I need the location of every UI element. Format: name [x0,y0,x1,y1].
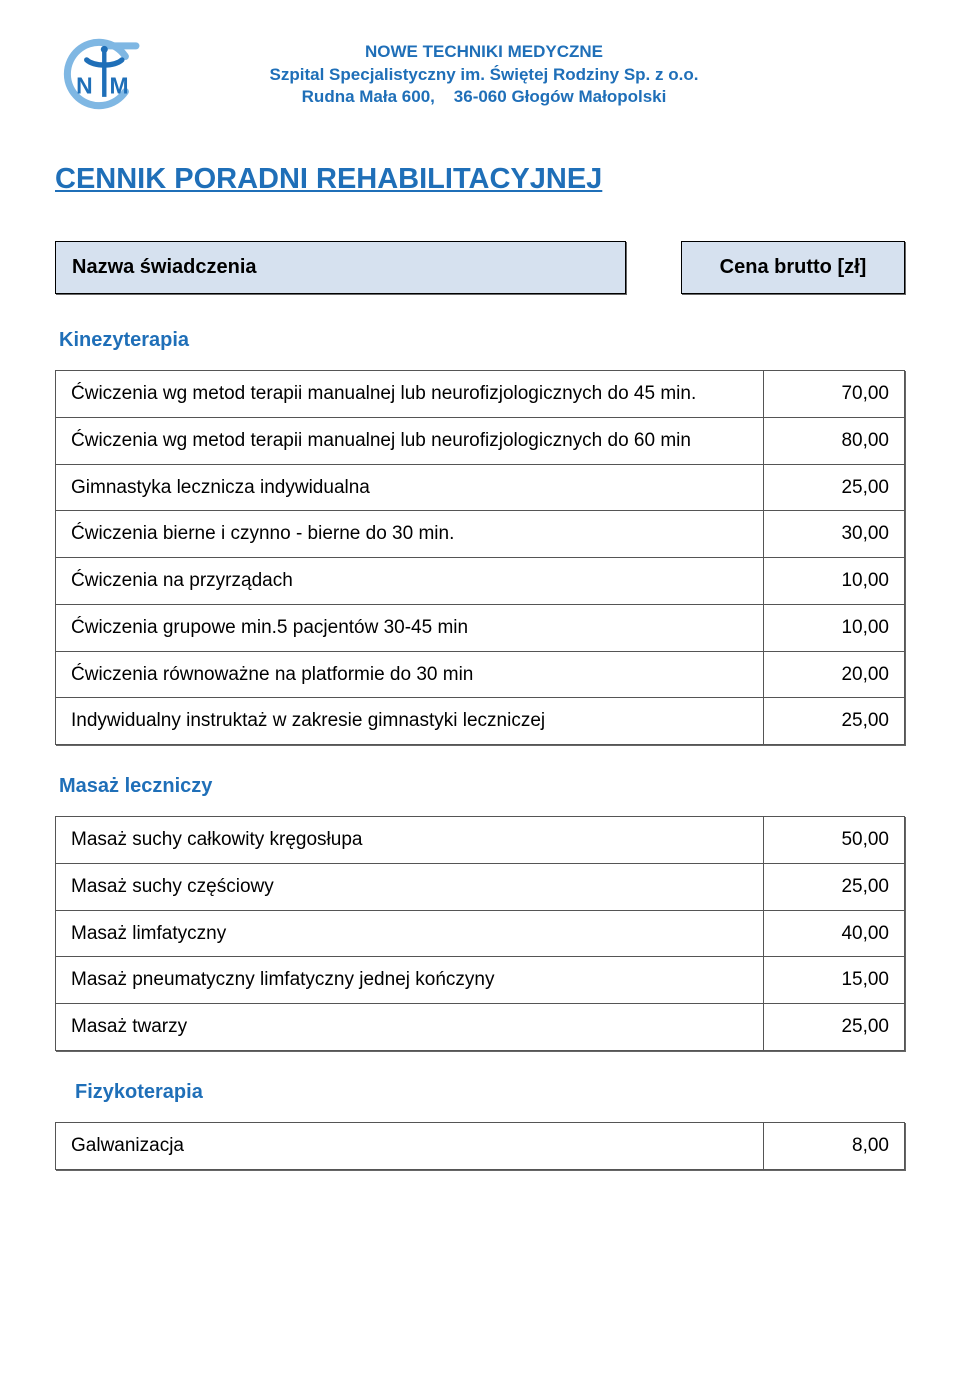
table-row: Masaż pneumatyczny limfatyczny jednej ko… [56,957,905,1004]
table-row: Gimnastyka lecznicza indywidualna25,00 [56,464,905,511]
org-addr-street: Rudna Mała 600, [302,87,435,106]
service-price: 80,00 [764,417,905,464]
service-name: Masaż suchy całkowity kręgosłupa [56,817,764,864]
service-name: Masaż pneumatyczny limfatyczny jednej ko… [56,957,764,1004]
col-header-price: Cena brutto [zł] [681,241,905,294]
service-name: Ćwiczenia grupowe min.5 pacjentów 30-45 … [56,604,764,651]
service-price: 40,00 [764,910,905,957]
table-row: Masaż twarzy25,00 [56,1004,905,1051]
svg-text:N: N [76,72,93,98]
service-name: Masaż twarzy [56,1004,764,1051]
service-name: Ćwiczenia na przyrządach [56,558,764,605]
service-price: 70,00 [764,371,905,418]
service-name: Masaż limfatyczny [56,910,764,957]
table-row: Ćwiczenia wg metod terapii manualnej lub… [56,417,905,464]
service-price: 50,00 [764,817,905,864]
ntm-logo-icon: N M [55,30,143,118]
service-price: 25,00 [764,1004,905,1051]
col-header-name: Nazwa świadczenia [55,241,626,294]
table-row: Ćwiczenia wg metod terapii manualnej lub… [56,371,905,418]
service-price: 20,00 [764,651,905,698]
letterhead: N M NOWE TECHNIKI MEDYCZNE Szpital Specj… [55,30,905,118]
service-name: Indywidualny instruktaż w zakresie gimna… [56,698,764,745]
page-title: CENNIK PORADNI REHABILITACYJNEJ [55,163,905,196]
table-row: Ćwiczenia na przyrządach10,00 [56,558,905,605]
service-price: 30,00 [764,511,905,558]
service-name: Masaż suchy częściowy [56,863,764,910]
table-header-row: Nazwa świadczenia Cena brutto [zł] [55,241,905,294]
service-name: Gimnastyka lecznicza indywidualna [56,464,764,511]
service-name: Ćwiczenia bierne i czynno - bierne do 30… [56,511,764,558]
service-price: 10,00 [764,604,905,651]
service-price: 25,00 [764,464,905,511]
org-block: NOWE TECHNIKI MEDYCZNE Szpital Specjalis… [153,41,905,107]
table-row: Galwanizacja8,00 [56,1122,905,1169]
service-price: 10,00 [764,558,905,605]
price-table-kinezyterapia: Ćwiczenia wg metod terapii manualnej lub… [55,370,905,745]
service-price: 25,00 [764,863,905,910]
service-name: Ćwiczenia równoważne na platformie do 30… [56,651,764,698]
org-line-1: NOWE TECHNIKI MEDYCZNE [153,41,815,64]
section-label-fizykoterapia: Fizykoterapia [75,1081,905,1104]
table-row: Masaż suchy całkowity kręgosłupa50,00 [56,817,905,864]
price-table-fizyko: Galwanizacja8,00 [55,1122,905,1170]
table-row: Ćwiczenia grupowe min.5 pacjentów 30-45 … [56,604,905,651]
table-row: Ćwiczenia bierne i czynno - bierne do 30… [56,511,905,558]
org-line-2: Szpital Specjalistyczny im. Świętej Rodz… [153,64,815,87]
service-price: 8,00 [764,1122,905,1169]
section-label-kinezyterapia: Kinezyterapia [59,329,905,352]
svg-text:M: M [110,72,129,98]
table-row: Indywidualny instruktaż w zakresie gimna… [56,698,905,745]
org-address: Rudna Mała 600, 36-060 Głogów Małopolski [153,87,815,107]
table-row: Masaż suchy częściowy25,00 [56,863,905,910]
service-price: 25,00 [764,698,905,745]
table-row: Ćwiczenia równoważne na platformie do 30… [56,651,905,698]
service-price: 15,00 [764,957,905,1004]
service-name: Galwanizacja [56,1122,764,1169]
section-label-masaz: Masaż leczniczy [59,775,905,798]
service-name: Ćwiczenia wg metod terapii manualnej lub… [56,371,764,418]
service-name: Ćwiczenia wg metod terapii manualnej lub… [56,417,764,464]
org-addr-city: 36-060 Głogów Małopolski [454,87,667,106]
price-table-masaz: Masaż suchy całkowity kręgosłupa50,00 Ma… [55,816,905,1051]
table-row: Masaż limfatyczny40,00 [56,910,905,957]
